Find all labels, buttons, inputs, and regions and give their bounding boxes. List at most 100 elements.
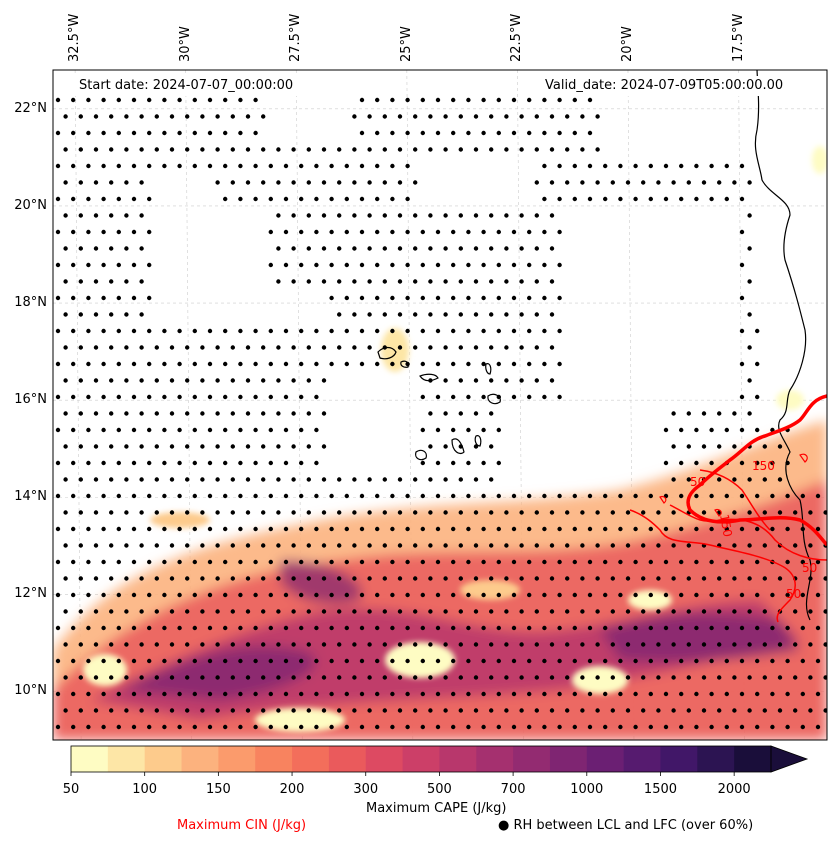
rh-dot (747, 180, 752, 185)
rh-dot (656, 576, 661, 581)
rh-dot (200, 345, 205, 350)
rh-dot (230, 708, 235, 713)
rh-dot (139, 411, 144, 416)
rh-dot (124, 180, 129, 185)
rh-dot (55, 592, 61, 598)
rh-dot (116, 262, 122, 268)
rh-dot (185, 147, 190, 152)
cape-verde-maio (474, 435, 482, 447)
rh-dot (162, 361, 167, 367)
rh-dot (413, 345, 418, 350)
rh-dot (747, 312, 752, 317)
rh-dot (473, 279, 479, 284)
rh-dot (299, 163, 304, 169)
rh-dot (656, 675, 661, 680)
rh-dot (78, 609, 84, 614)
rh-dot (823, 609, 827, 614)
rh-dot (496, 262, 501, 268)
rh-dot (329, 262, 334, 268)
rh-dot (71, 559, 76, 565)
rh-dot (732, 708, 737, 713)
rh-dot (397, 477, 403, 482)
start-date-label: Start date: 2024-07-07_00:00:00 (79, 78, 294, 93)
rh-dot (534, 510, 539, 515)
rh-dot (185, 345, 190, 350)
rh-dot (147, 460, 152, 466)
rh-dot (435, 460, 441, 466)
rh-dot (648, 526, 653, 532)
rh-dot (337, 180, 342, 185)
rh-dot (268, 361, 273, 367)
rh-dot (443, 312, 448, 317)
colorbar-segment (71, 746, 109, 772)
rh-dot (382, 114, 387, 119)
rh-dot (291, 279, 296, 284)
rh-dot (124, 279, 129, 284)
rh-dot (679, 196, 684, 202)
rh-dot (344, 163, 349, 169)
rh-dot (359, 724, 365, 730)
rh-dot (633, 691, 638, 697)
rh-dot (215, 147, 220, 152)
rh-dot (147, 658, 152, 664)
colorbar-segment (586, 746, 625, 772)
rh-dot (458, 378, 463, 383)
rh-dot (405, 295, 410, 301)
colorbar-tick-label: 300 (353, 782, 379, 797)
rh-dot (276, 708, 281, 713)
rh-dot (580, 114, 585, 119)
rh-dot (420, 592, 425, 598)
rh-dot (519, 345, 524, 350)
rh-dot (504, 675, 509, 680)
rh-dot (321, 675, 327, 680)
rh-dot (595, 180, 600, 185)
rh-dot (283, 262, 289, 268)
rh-dot (314, 262, 319, 268)
rh-dot (223, 394, 228, 400)
rh-dot (299, 625, 304, 631)
rh-dot (329, 493, 334, 499)
rh-dot (253, 196, 258, 202)
rh-dot (124, 675, 129, 680)
rh-dot (147, 97, 152, 103)
rh-dot (405, 526, 410, 532)
rh-dot (55, 295, 61, 301)
rh-dot (154, 708, 159, 713)
rh-dot (785, 592, 790, 598)
colorbar-tick-label: 2000 (717, 782, 751, 797)
rh-dot (86, 658, 91, 664)
rh-dot (283, 328, 289, 334)
rh-dot (109, 444, 114, 449)
rh-dot (390, 559, 395, 565)
rh-dot (618, 526, 623, 532)
rh-dot (565, 708, 570, 713)
cape-verde-sal (485, 363, 492, 375)
rh-dot (299, 724, 304, 730)
rh-dot (261, 444, 266, 449)
rh-dot (86, 229, 91, 235)
rh-dot (390, 295, 395, 301)
colorbar-label: Maximum CAPE (J/kg) (366, 801, 507, 816)
rh-dot (253, 394, 258, 400)
rh-dot (200, 411, 205, 416)
rh-dot (200, 708, 205, 713)
rh-dot (625, 576, 631, 581)
valid-date-label: Valid_date: 2024-07-09T05:00:00.00 (545, 78, 784, 93)
rh-dot (428, 345, 433, 350)
rh-dot (390, 229, 395, 235)
rh-dot (352, 675, 357, 680)
rh-dot (344, 295, 349, 301)
rh-dot (405, 724, 410, 730)
rh-dot (109, 576, 114, 581)
rh-dot (276, 279, 281, 284)
rh-dot (686, 543, 691, 548)
rh-dot (451, 130, 456, 136)
rh-dot (245, 543, 251, 548)
colorbar-tick-label: 150 (205, 782, 231, 797)
rh-dot (352, 708, 357, 713)
rh-dot (109, 642, 114, 647)
rh-dot (519, 279, 524, 284)
rh-dot (435, 691, 441, 697)
rh-dot (580, 576, 585, 581)
rh-dot (139, 543, 144, 548)
